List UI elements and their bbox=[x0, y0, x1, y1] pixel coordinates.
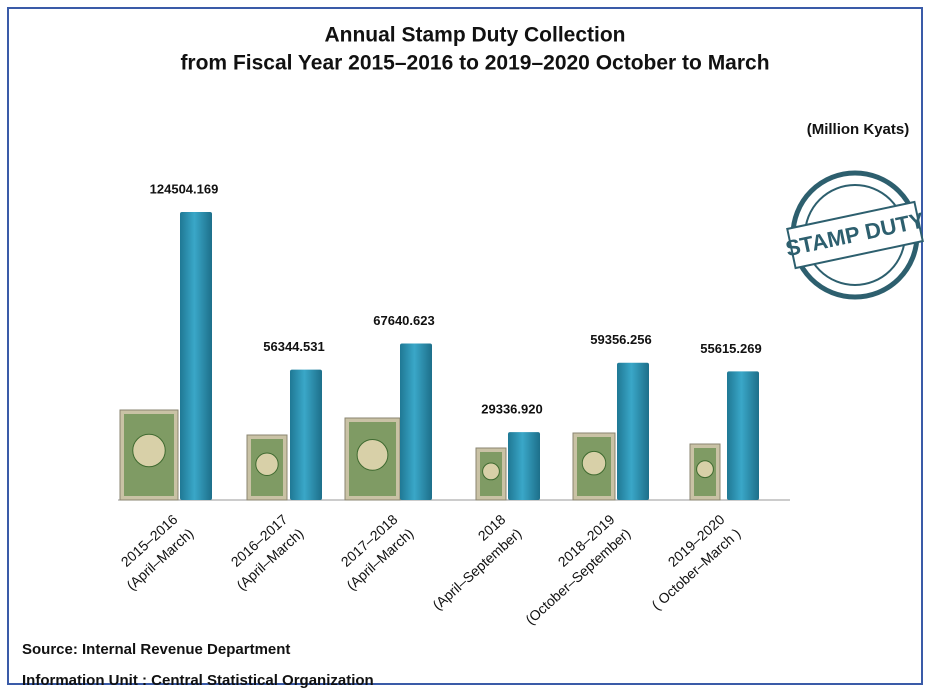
stamp-seal bbox=[581, 450, 607, 476]
bar bbox=[727, 371, 759, 500]
value-label: 124504.169 bbox=[150, 181, 219, 196]
stamp-seal bbox=[696, 460, 714, 479]
info: Information Unit : Central Statistical O… bbox=[22, 672, 374, 689]
bar bbox=[400, 343, 432, 500]
value-label: 67640.623 bbox=[373, 313, 434, 328]
chart-title: Annual Stamp Duty Collection bbox=[324, 24, 625, 47]
badge: STAMP DUTY bbox=[783, 170, 927, 300]
value-label: 59356.256 bbox=[590, 332, 651, 347]
stamp-seal bbox=[132, 433, 166, 468]
bar bbox=[290, 369, 322, 500]
stamp-seal bbox=[482, 462, 500, 481]
frame bbox=[7, 7, 923, 685]
chart-subtitle: from Fiscal Year 2015–2016 to 2019–2020 … bbox=[180, 52, 769, 75]
value-label: 29336.920 bbox=[481, 402, 542, 417]
value-label: 56344.531 bbox=[263, 339, 324, 354]
unit-note: (Million Kyats) bbox=[807, 121, 910, 138]
source: Source: Internal Revenue Department bbox=[22, 641, 290, 658]
badge-band bbox=[786, 200, 924, 270]
stamp-seal bbox=[255, 452, 279, 476]
x-tick-label: (April–September) bbox=[429, 525, 524, 613]
bar bbox=[508, 432, 540, 500]
stamp-seal bbox=[356, 439, 389, 471]
bar bbox=[617, 362, 649, 500]
bar bbox=[180, 212, 212, 500]
value-label: 55615.269 bbox=[700, 341, 761, 356]
